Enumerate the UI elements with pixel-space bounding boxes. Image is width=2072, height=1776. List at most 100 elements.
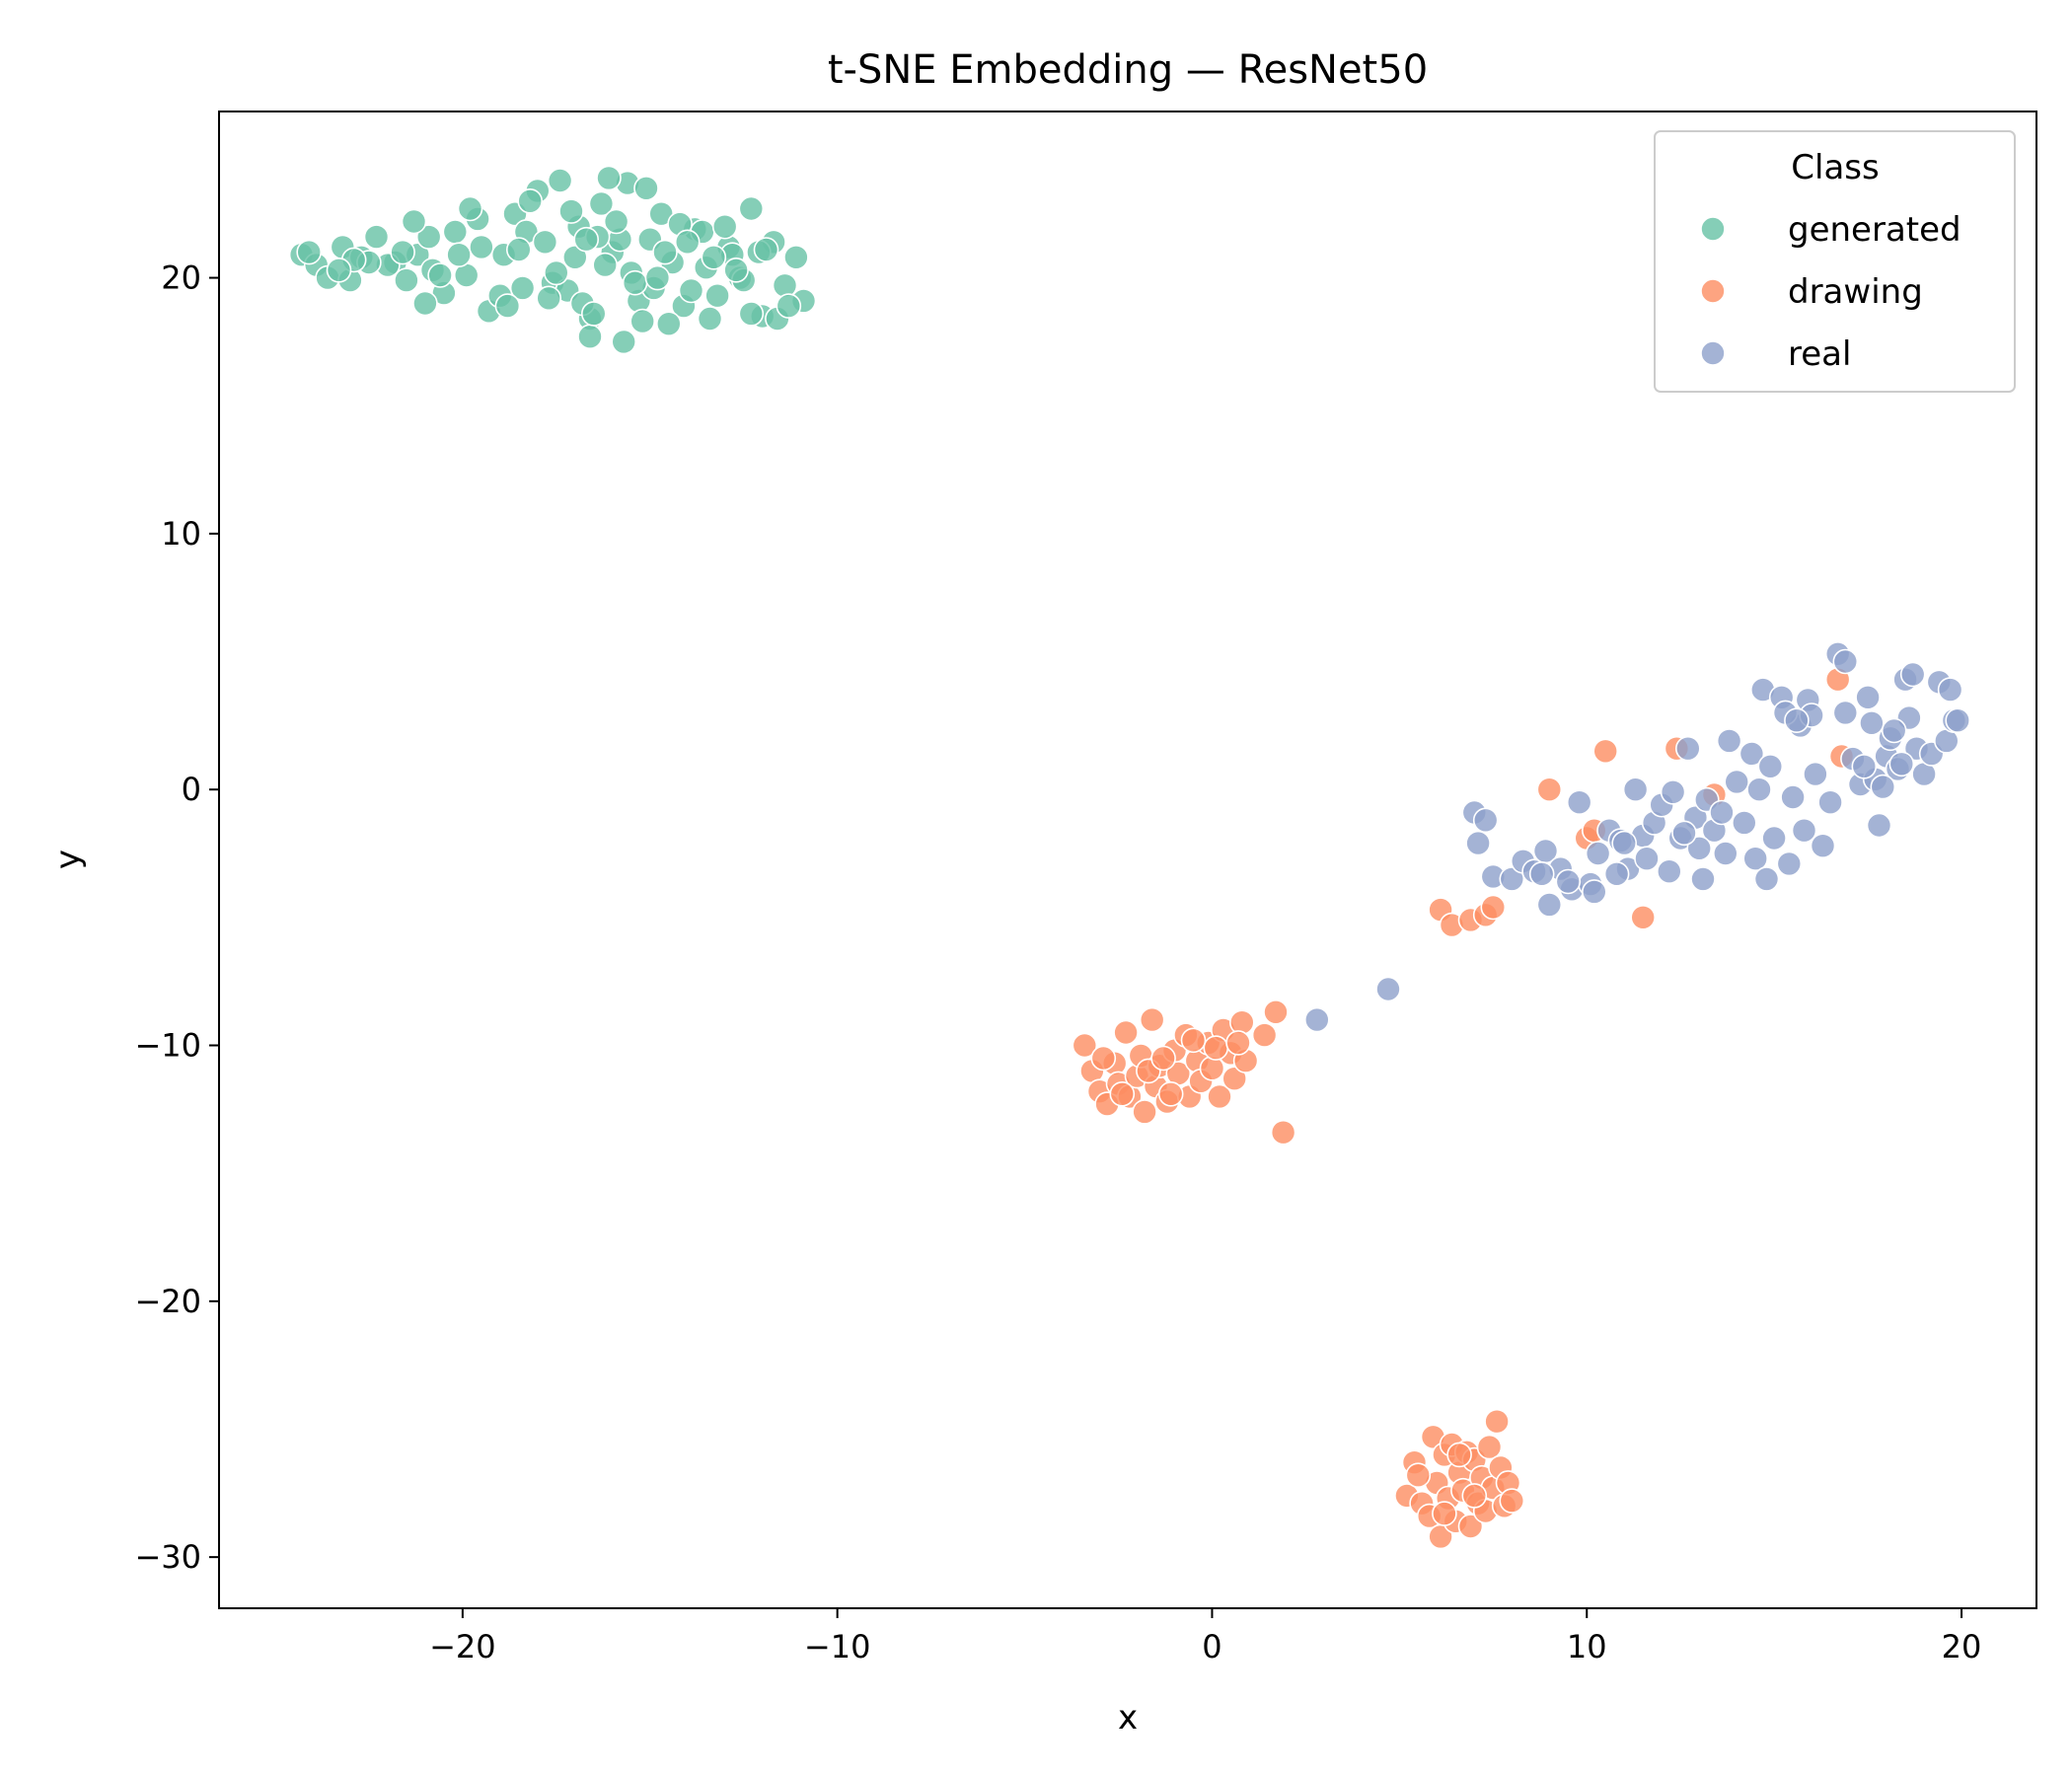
point-real-32 [1724, 769, 1749, 795]
point-real-37 [1757, 753, 1784, 779]
point-drawing-78 [1592, 738, 1618, 765]
point-generated-64 [412, 290, 438, 317]
point-real-78 [1791, 817, 1817, 844]
point-real-85 [1611, 830, 1637, 856]
y-tick-label: −20 [134, 1283, 201, 1320]
point-generated-45 [697, 306, 723, 332]
point-drawing-30 [1263, 999, 1289, 1025]
legend-title: Class [1791, 148, 1879, 187]
legend-marker-drawing [1700, 278, 1726, 304]
point-real-53 [1866, 812, 1892, 839]
y-tick-label: −30 [134, 1538, 201, 1576]
point-real-1 [1375, 976, 1401, 1002]
legend-marker-real [1700, 340, 1726, 366]
y-axis-label: y [48, 850, 88, 869]
point-drawing-27 [1229, 1009, 1255, 1035]
point-real-4 [1465, 830, 1491, 856]
point-real-68 [1832, 648, 1859, 675]
x-tick-label: 10 [1567, 1628, 1607, 1665]
point-real-27 [1690, 866, 1716, 892]
point-drawing-39 [1150, 1045, 1176, 1072]
point-drawing-26 [1221, 1066, 1247, 1091]
point-real-33 [1732, 810, 1757, 836]
x-tick-label: −10 [804, 1628, 871, 1665]
point-drawing-11 [1139, 1006, 1165, 1033]
point-real-52 [1859, 709, 1885, 736]
point-drawing-6 [1113, 1019, 1139, 1046]
point-generated-40 [783, 244, 809, 270]
point-real-84 [1671, 820, 1697, 847]
point-real-23 [1657, 858, 1682, 885]
point-real-87 [1784, 707, 1810, 734]
point-drawing-34 [1203, 1035, 1229, 1061]
point-real-3 [1472, 807, 1499, 834]
point-generated-43 [611, 329, 637, 355]
y-axis-ticks: −30 −20 −10 0 10 20 [134, 259, 219, 1576]
y-tick-label: −10 [134, 1027, 201, 1065]
point-generated-87 [573, 226, 600, 253]
point-real-81 [1945, 707, 1970, 734]
point-generated-39 [772, 272, 798, 299]
point-generated-98 [629, 308, 656, 334]
point-generated-50 [532, 229, 558, 256]
point-generated-96 [776, 293, 802, 319]
point-generated-33 [704, 282, 730, 309]
point-drawing-33 [1157, 1081, 1184, 1107]
point-generated-92 [401, 208, 427, 235]
point-real-66 [1888, 751, 1915, 777]
point-generated-74 [622, 269, 648, 296]
x-tick-label: −20 [429, 1628, 496, 1665]
point-real-71 [1686, 835, 1712, 861]
point-drawing-74 [1480, 894, 1507, 921]
point-generated-94 [678, 277, 704, 304]
point-generated-65 [457, 195, 483, 222]
legend-label-real: real [1788, 334, 1851, 374]
point-real-72 [1660, 778, 1686, 805]
point-real-83 [1713, 841, 1739, 866]
point-generated-23 [588, 190, 615, 217]
point-generated-46 [738, 301, 765, 327]
x-axis-label: x [1118, 1698, 1138, 1738]
point-real-51 [1855, 684, 1881, 710]
point-generated-79 [390, 239, 415, 265]
point-generated-51 [561, 244, 588, 270]
point-generated-78 [446, 242, 472, 268]
point-drawing-32 [1090, 1045, 1117, 1072]
point-generated-81 [326, 257, 352, 283]
point-real-25 [1675, 735, 1701, 762]
point-generated-99 [536, 285, 562, 312]
point-real-73 [1634, 846, 1660, 872]
point-drawing-68 [1461, 1483, 1488, 1509]
legend: Class generated drawing real [1654, 130, 2016, 393]
point-drawing-54 [1457, 1514, 1484, 1539]
point-real-80 [1899, 661, 1926, 688]
point-real-35 [1742, 846, 1768, 872]
point-real-6 [1499, 866, 1525, 892]
point-drawing-67 [1432, 1501, 1457, 1526]
point-generated-67 [547, 168, 573, 193]
point-generated-95 [723, 257, 749, 283]
y-tick-label: 20 [161, 259, 201, 297]
legend-items: generated drawing real [1700, 210, 1961, 374]
point-real-44 [1803, 761, 1828, 787]
point-drawing-61 [1484, 1408, 1510, 1435]
x-tick-label: 0 [1202, 1628, 1221, 1665]
point-generated-68 [596, 165, 622, 191]
point-generated-69 [633, 176, 659, 201]
point-real-19 [1622, 777, 1649, 803]
point-real-41 [1780, 784, 1806, 810]
point-generated-85 [753, 237, 779, 262]
point-generated-59 [415, 224, 442, 250]
point-real-46 [1817, 789, 1843, 816]
point-generated-88 [558, 198, 584, 224]
point-generated-73 [652, 239, 678, 265]
point-generated-86 [603, 208, 629, 235]
point-generated-36 [738, 195, 765, 222]
point-drawing-23 [1207, 1083, 1232, 1110]
point-generated-89 [505, 237, 532, 262]
point-generated-44 [655, 311, 682, 337]
point-real-30 [1709, 799, 1735, 826]
point-drawing-29 [1251, 1022, 1278, 1048]
point-drawing-66 [1405, 1462, 1432, 1488]
